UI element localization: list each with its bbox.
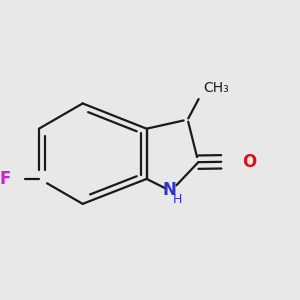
Text: O: O xyxy=(242,153,256,171)
Text: H: H xyxy=(173,193,182,206)
Text: F: F xyxy=(0,170,11,188)
Text: CH₃: CH₃ xyxy=(203,81,229,95)
Text: N: N xyxy=(163,181,176,199)
